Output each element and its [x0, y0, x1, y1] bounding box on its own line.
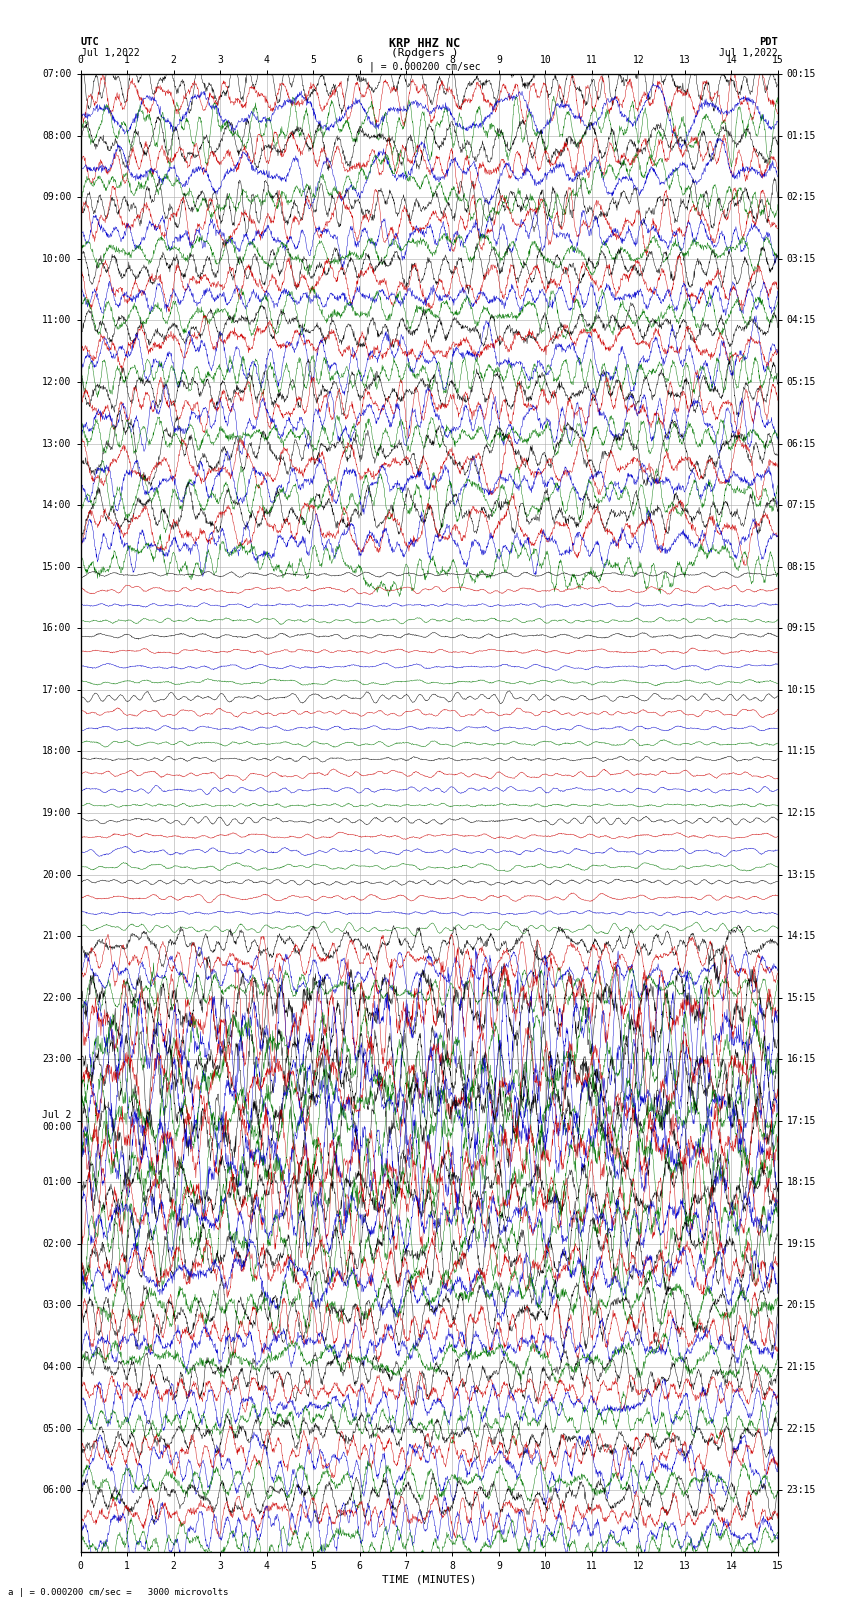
Text: KRP HHZ NC: KRP HHZ NC: [389, 37, 461, 50]
Text: a | = 0.000200 cm/sec =   3000 microvolts: a | = 0.000200 cm/sec = 3000 microvolts: [8, 1587, 229, 1597]
Text: UTC: UTC: [81, 37, 99, 47]
X-axis label: TIME (MINUTES): TIME (MINUTES): [382, 1574, 477, 1586]
Text: (Rodgers ): (Rodgers ): [391, 48, 459, 58]
Text: PDT: PDT: [759, 37, 778, 47]
Text: Jul 1,2022: Jul 1,2022: [719, 48, 778, 58]
Text: | = 0.000200 cm/sec: | = 0.000200 cm/sec: [369, 61, 481, 73]
Text: Jul 1,2022: Jul 1,2022: [81, 48, 139, 58]
